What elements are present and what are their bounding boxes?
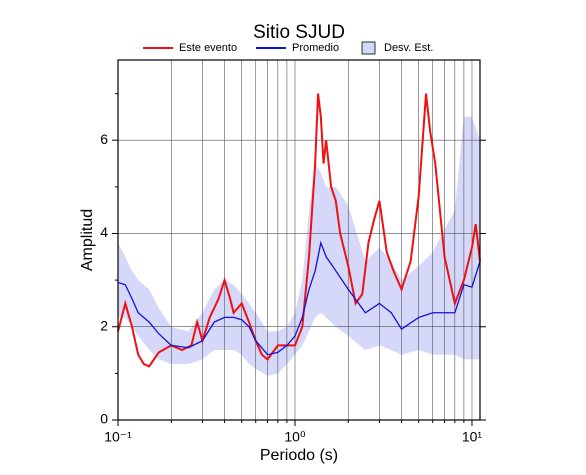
x-axis-label: Periodo (s) bbox=[260, 447, 338, 464]
y-tick-label: 2 bbox=[100, 317, 108, 333]
y-tick-label: 0 bbox=[100, 411, 108, 427]
line bbox=[117, 240, 481, 356]
legend-label: Desv. Est. bbox=[384, 42, 433, 54]
chart-title: Sitio SJUD bbox=[253, 22, 345, 43]
y-tick-label: 4 bbox=[100, 224, 108, 240]
x-tick-label: 10¹ bbox=[462, 429, 483, 445]
plot-frame bbox=[117, 59, 481, 421]
x-tick-label: 10⁰ bbox=[284, 429, 306, 445]
x-tick-label: 10⁻¹ bbox=[104, 429, 132, 445]
line bbox=[117, 93, 481, 368]
legend-swatch bbox=[361, 41, 376, 55]
y-axis-label: Amplitud bbox=[79, 209, 96, 271]
legend-label: Promedio bbox=[292, 42, 339, 54]
legend-label: Este evento bbox=[179, 42, 237, 54]
y-tick-label: 6 bbox=[100, 131, 108, 147]
